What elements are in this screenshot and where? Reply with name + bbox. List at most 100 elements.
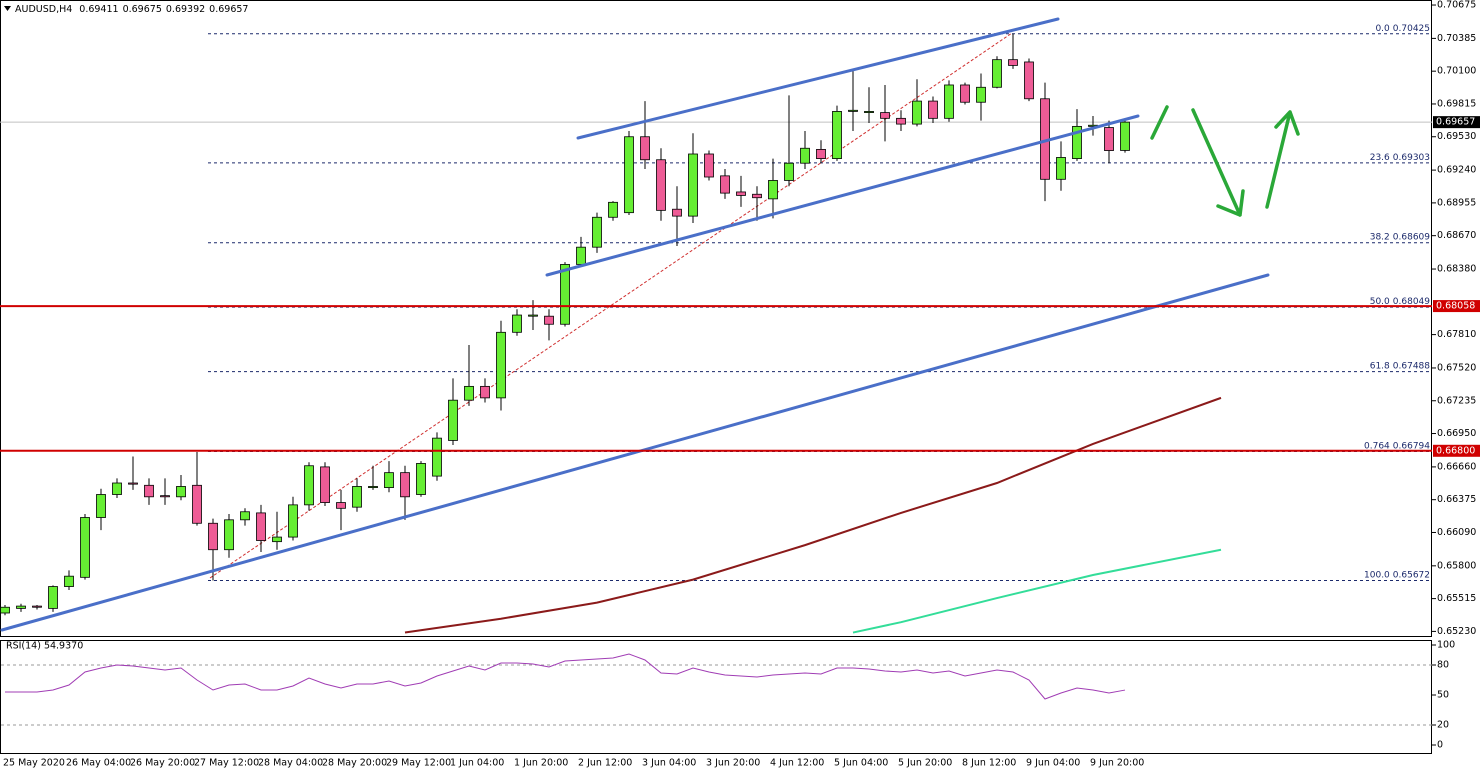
rsi-line (5, 653, 1126, 700)
fib-label: 23.6 0.69303 (1370, 152, 1430, 162)
x-tick-label: 26 May 20:00 (130, 758, 195, 769)
fib-label: 50.0 0.68049 (1370, 297, 1431, 307)
candle-body-up (592, 216, 602, 248)
y-tick-label: 0.66950 (1437, 428, 1476, 439)
candle-body-down (960, 84, 970, 103)
rsi-tick-label: 100 (1437, 640, 1455, 651)
symbol-menu-icon (4, 6, 11, 11)
rsi-panel-frame (0, 640, 1432, 754)
x-tick-label: 9 Jun 04:00 (1026, 758, 1080, 769)
candle-body-down (544, 315, 554, 325)
candle-body-down (1104, 127, 1114, 151)
candle-body-down (32, 605, 42, 608)
x-tick-label: 28 May 04:00 (258, 758, 323, 769)
candle-body-down (928, 100, 938, 119)
x-tick-label: 27 May 12:00 (194, 758, 259, 769)
candle-body-down (256, 512, 266, 541)
candle-body-down (896, 117, 906, 125)
rsi-tick-label: 0 (1437, 740, 1443, 751)
fib-level: 38.2 (1370, 232, 1390, 242)
y-tick-label: 0.70675 (1437, 0, 1476, 11)
fib-layer: 0.0 0.70425 23.6 0.69303 38.2 0.68609 50.0 0.68… (0, 23, 1432, 582)
candle-body-up (224, 519, 234, 551)
x-tick-label: 2 Jun 12:00 (578, 758, 632, 769)
arrow-segment (1150, 105, 1169, 140)
fib-level: 100.0 (1364, 570, 1390, 580)
x-tick-label: 29 May 12:00 (386, 758, 451, 769)
candle-body-up (80, 517, 90, 578)
y-tick-label: 0.65515 (1437, 593, 1476, 604)
x-tick-label: 25 May 2020 (3, 758, 65, 769)
candle-body-up (944, 84, 954, 119)
candle-body-up (832, 111, 842, 159)
y-tick-label: 0.67520 (1437, 362, 1476, 373)
price-tag (1433, 444, 1480, 457)
x-tick-label: 1 Jun 20:00 (514, 758, 568, 769)
x-tick-label: 8 Jun 12:00 (962, 758, 1016, 769)
header-high: 0.69675 (123, 4, 162, 15)
candle-body-up (560, 264, 570, 325)
moving-average (404, 396, 1222, 634)
candle-body-up (1056, 157, 1066, 180)
price-tag-label: 0.66800 (1436, 445, 1475, 456)
candle-body-up (976, 86, 986, 103)
candle-body-up (416, 463, 426, 495)
candle-body-up (432, 437, 442, 477)
price-panel-frame (0, 0, 1432, 637)
candle-body-up (1072, 125, 1082, 159)
fib-level: 0.0 (1375, 23, 1390, 33)
price-tag (1433, 300, 1480, 313)
fib-price: 0.67488 (1393, 361, 1430, 371)
candle-body-up (368, 486, 378, 489)
symbol: AUDUSD,H4 (15, 4, 72, 15)
candle-body-up (784, 162, 794, 181)
x-tick-label: 1 Jun 04:00 (450, 758, 504, 769)
chart-header: AUDUSD,H4 0.69411 0.69675 0.69392 0.69657 (15, 4, 248, 15)
candle-body-down (128, 482, 138, 485)
candle-body-up (992, 59, 1002, 88)
candle-body-down (1008, 59, 1018, 66)
y-tick-label: 0.66090 (1437, 527, 1476, 538)
candle-body-down (752, 193, 762, 199)
rsi-label: RSI(14) 54.9370 (6, 641, 83, 652)
fib-label: 0.764 0.66794 (1364, 441, 1430, 451)
candle-body-down (208, 522, 218, 551)
price-tag-label: 0.68058 (1436, 301, 1475, 312)
y-tick-label: 0.68670 (1437, 230, 1476, 241)
candle-body-down (704, 153, 714, 178)
current-price-tag (1433, 116, 1480, 129)
fib-label: 61.8 0.67488 (1370, 361, 1431, 371)
candle-body-down (672, 208, 682, 217)
candle-body-up (384, 472, 394, 489)
candle-body-up (16, 605, 26, 609)
fib-level: 50.0 (1370, 297, 1390, 307)
x-tick-label: 3 Jun 20:00 (706, 758, 760, 769)
fib-label: 0.0 0.70425 (1375, 23, 1430, 33)
main-layer (0, 33, 1222, 634)
y-tick-label: 0.67810 (1437, 329, 1476, 340)
header-low: 0.69392 (166, 4, 205, 15)
candle-body-up (912, 100, 922, 125)
x-tick-label: 26 May 04:00 (66, 758, 131, 769)
candle-body-up (288, 504, 298, 538)
channel-lower (545, 114, 1140, 277)
candle-body-up (304, 465, 314, 506)
y-tick-label: 0.66375 (1437, 494, 1476, 505)
y-tick-label: 0.69815 (1437, 98, 1476, 109)
candle-body-up (528, 314, 538, 317)
candle-body-down (144, 484, 154, 498)
x-tick-label: 3 Jun 04:00 (642, 758, 696, 769)
fib-price: 0.66794 (1393, 441, 1430, 451)
candle-body-down (736, 191, 746, 196)
y-tick-label: 0.70385 (1437, 33, 1476, 44)
candle-body-down (400, 472, 410, 498)
fib-price: 0.68609 (1393, 232, 1430, 242)
candle-body-down (192, 484, 202, 524)
candle-body-up (848, 109, 858, 112)
candle-body-down (160, 495, 170, 498)
trend-lines (0, 17, 1270, 632)
candle-body-up (800, 147, 810, 164)
rsi-tick-label: 80 (1437, 660, 1449, 671)
fib-level: 23.6 (1370, 152, 1390, 162)
